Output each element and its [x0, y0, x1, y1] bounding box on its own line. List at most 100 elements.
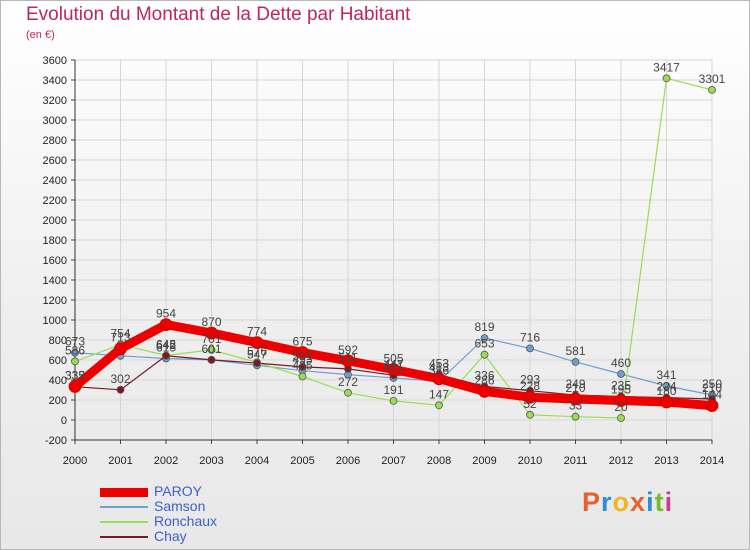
- data-label: 493: [292, 353, 312, 367]
- y-tick-label: 2200: [43, 195, 67, 207]
- value-labels: 6735863353337547133029546456426158707016…: [65, 60, 726, 414]
- chart-title: Evolution du Montant de la Dette par Hab…: [26, 4, 411, 25]
- point-ronchaux: [389, 396, 398, 405]
- chart-unit: (en €): [26, 29, 55, 41]
- data-label: 615: [156, 341, 176, 355]
- data-label: 224: [656, 380, 676, 394]
- x-tick-label: 2004: [245, 455, 269, 467]
- data-label: 333: [65, 369, 85, 383]
- y-tick-label: 400: [49, 375, 67, 387]
- legend-swatch-ronchaux: [100, 521, 148, 523]
- data-label: 447: [383, 357, 403, 371]
- y-tick-label: 1000: [43, 315, 67, 327]
- data-label: 341: [656, 368, 676, 382]
- data-label: 713: [110, 331, 130, 345]
- data-label: 421: [383, 360, 403, 374]
- point-chay: [162, 351, 170, 360]
- data-label: 653: [474, 337, 494, 351]
- y-tick-label: 1800: [43, 235, 67, 247]
- data-label: 586: [65, 343, 85, 357]
- y-tick-label: 2400: [43, 175, 67, 187]
- proxiti-logo: Proxiti: [582, 487, 674, 517]
- data-label: 645: [156, 338, 176, 352]
- data-label: 453: [429, 357, 449, 371]
- data-label: 954: [156, 307, 176, 321]
- data-label: 870: [201, 315, 221, 329]
- data-label: 180: [656, 384, 676, 398]
- point-paroy: [205, 326, 218, 340]
- series-layer: [68, 74, 719, 422]
- x-tick-label: 2000: [63, 455, 87, 467]
- y-tick-label: 0: [61, 415, 67, 427]
- y-tick-label: 2000: [43, 215, 67, 227]
- axes: -200 0 200 400 600 800 1000 1200 1400 1600 1800 200…: [43, 55, 725, 467]
- data-label: 302: [110, 372, 130, 386]
- data-label: 228: [520, 379, 540, 393]
- x-tick-label: 2006: [336, 455, 360, 467]
- data-label: 774: [247, 325, 267, 339]
- data-label: 716: [520, 330, 540, 344]
- data-label: 147: [429, 387, 449, 401]
- point-paroy: [387, 363, 400, 376]
- data-label: 460: [611, 356, 631, 370]
- data-label: 601: [201, 342, 221, 356]
- data-label: 144: [702, 388, 722, 402]
- data-label: 335: [65, 369, 85, 383]
- data-label: 235: [611, 379, 631, 393]
- data-label: 210: [565, 381, 585, 395]
- point-paroy: [432, 372, 446, 386]
- legend-label-paroy: PAROY: [154, 483, 202, 499]
- y-tick-label: 3000: [43, 115, 67, 127]
- data-label: 754: [110, 327, 130, 341]
- point-chay: [116, 385, 125, 394]
- data-label: 675: [292, 335, 312, 349]
- x-tick-label: 2009: [472, 455, 496, 467]
- point-chay: [253, 359, 261, 368]
- data-label: 191: [383, 383, 403, 397]
- data-label: 576: [247, 344, 267, 358]
- point-ronchaux: [708, 86, 716, 94]
- data-label: 3417: [653, 60, 680, 74]
- data-label: 642: [156, 338, 176, 352]
- x-tick-label: 2003: [199, 455, 223, 467]
- point-paroy: [660, 395, 673, 409]
- data-label: 195: [611, 383, 631, 397]
- data-label: 413: [429, 361, 449, 375]
- point-paroy: [159, 318, 173, 332]
- legend-swatch-samson: [100, 506, 148, 508]
- data-label: 505: [383, 352, 403, 366]
- x-tick-label: 2011: [564, 455, 588, 467]
- point-paroy: [569, 392, 582, 406]
- point-paroy: [523, 390, 537, 404]
- data-label: 673: [65, 335, 85, 349]
- point-paroy: [296, 346, 309, 359]
- point-paroy: [614, 394, 628, 407]
- y-tick-label: 3600: [43, 55, 67, 67]
- point-ronchaux: [298, 372, 307, 381]
- point-ronchaux: [480, 350, 489, 359]
- point-ronchaux: [571, 412, 580, 421]
- data-label: 592: [338, 343, 358, 357]
- data-label: 250: [702, 377, 722, 391]
- point-samson: [571, 357, 580, 366]
- data-label: 3301: [699, 72, 726, 86]
- data-label: 386: [429, 363, 449, 377]
- legend-label-chay: Chay: [154, 528, 187, 544]
- point-samson: [617, 370, 625, 378]
- data-label: 336: [474, 368, 494, 382]
- point-ronchaux: [617, 414, 625, 422]
- data-label: 52: [523, 397, 537, 411]
- point-ronchaux: [526, 410, 534, 419]
- y-tick-label: 600: [49, 355, 67, 367]
- data-label: 33: [569, 399, 583, 413]
- point-samson: [480, 334, 489, 343]
- y-tick-label: -200: [45, 435, 67, 447]
- legend-swatch-paroy: [100, 488, 148, 497]
- y-tick-label: 3200: [43, 95, 67, 107]
- x-tick-label: 2002: [154, 455, 178, 467]
- point-chay: [207, 355, 216, 364]
- point-paroy: [68, 380, 82, 393]
- data-label: 286: [474, 373, 494, 387]
